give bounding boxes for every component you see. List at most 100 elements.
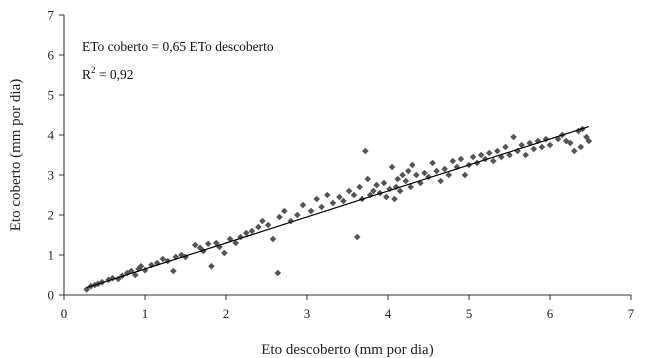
data-point	[469, 153, 477, 161]
data-point	[345, 187, 353, 195]
data-point	[191, 241, 199, 249]
data-point	[494, 147, 501, 155]
data-point	[336, 193, 343, 201]
data-point	[232, 239, 240, 247]
y-tick-label: 6	[48, 48, 55, 63]
data-point	[159, 255, 167, 263]
data-point	[248, 227, 256, 235]
x-tick-label: 5	[466, 306, 473, 321]
data-point	[127, 267, 135, 275]
data-point	[269, 235, 277, 243]
data-point	[264, 221, 272, 229]
data-point	[394, 175, 402, 183]
data-point	[396, 187, 404, 195]
data-point	[362, 147, 369, 155]
data-point	[404, 167, 412, 175]
data-point	[170, 267, 177, 275]
y-tick-label: 2	[48, 208, 55, 223]
r-squared-annotation: R2 = 0,92	[82, 65, 134, 82]
data-point	[391, 195, 398, 203]
data-point	[585, 137, 593, 145]
x-tick-label: 0	[61, 306, 68, 321]
data-point	[135, 265, 142, 273]
data-point	[276, 213, 283, 221]
data-point	[407, 183, 414, 191]
y-tick-label: 3	[48, 168, 55, 183]
data-point	[461, 171, 469, 179]
data-point	[353, 233, 361, 241]
data-point	[388, 163, 396, 171]
data-point	[510, 133, 517, 141]
data-point	[329, 199, 337, 207]
data-point	[421, 169, 428, 177]
data-point	[457, 155, 465, 163]
data-point	[141, 266, 149, 274]
data-point	[441, 165, 448, 173]
data-point	[502, 143, 509, 151]
r2-prefix: R	[82, 67, 91, 82]
data-point	[212, 239, 220, 247]
data-point	[546, 141, 554, 149]
y-tick-label: 7	[48, 8, 55, 23]
data-point	[299, 201, 307, 209]
data-point	[148, 261, 155, 269]
data-point	[323, 191, 331, 199]
data-point	[356, 183, 363, 191]
y-tick-label: 1	[48, 248, 55, 263]
data-point	[522, 151, 529, 159]
data-point	[380, 179, 388, 187]
x-axis-title: Eto descoberto (mm por dia)	[261, 342, 433, 358]
data-point	[340, 197, 347, 205]
x-tick-label: 2	[223, 306, 230, 321]
data-point	[571, 147, 578, 155]
data-point	[409, 161, 416, 169]
data-point	[449, 157, 457, 165]
data-point	[208, 262, 215, 270]
data-point	[137, 262, 145, 270]
data-point	[196, 244, 204, 252]
y-tick-label: 5	[48, 88, 55, 103]
x-tick-label: 7	[628, 306, 635, 321]
data-point	[255, 223, 262, 231]
data-point	[383, 193, 390, 201]
data-point	[485, 149, 493, 157]
x-ticks: 0 1 2 3 4 5 6 7	[61, 295, 635, 321]
data-point	[518, 141, 525, 149]
data-point	[307, 207, 315, 215]
data-point	[293, 211, 301, 219]
data-point	[178, 251, 185, 259]
data-point	[221, 249, 228, 257]
data-point	[481, 155, 489, 163]
r2-superscript: 2	[91, 65, 96, 75]
x-tick-label: 3	[304, 306, 311, 321]
data-point	[318, 203, 325, 211]
data-point	[530, 145, 538, 153]
x-tick-label: 6	[547, 306, 554, 321]
data-point	[429, 159, 436, 167]
data-point	[577, 143, 585, 151]
data-point	[437, 177, 444, 185]
data-point	[373, 181, 380, 189]
data-point	[566, 139, 574, 147]
r2-value: = 0,92	[96, 67, 134, 82]
data-point	[445, 171, 453, 179]
data-point	[392, 183, 400, 191]
y-tick-label: 4	[48, 128, 55, 143]
data-point	[313, 195, 321, 203]
data-point	[350, 191, 358, 199]
data-point	[259, 217, 266, 225]
trend-line	[86, 125, 590, 289]
data-points	[83, 125, 593, 293]
data-point	[399, 171, 406, 179]
y-tick-label: 0	[48, 288, 55, 303]
data-point	[413, 171, 420, 179]
data-point	[402, 177, 410, 185]
data-point	[506, 151, 513, 159]
data-point	[538, 143, 546, 151]
data-point	[153, 259, 161, 267]
data-point	[204, 240, 212, 248]
data-point	[433, 167, 440, 175]
x-tick-label: 1	[142, 306, 149, 321]
x-tick-label: 4	[385, 306, 392, 321]
